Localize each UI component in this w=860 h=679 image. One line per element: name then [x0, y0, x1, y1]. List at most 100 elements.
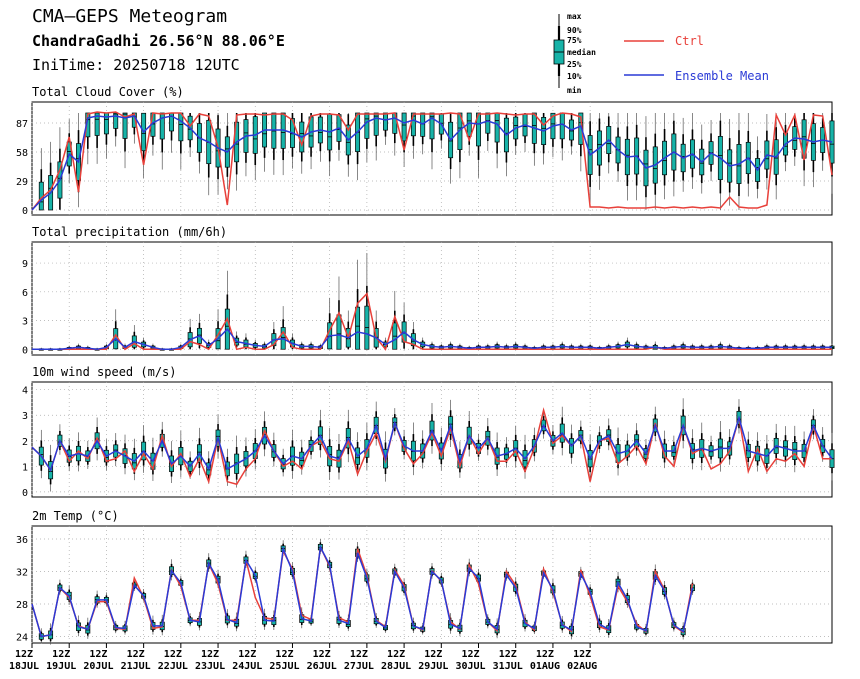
ensemble-box	[559, 341, 565, 350]
x-tick-date: 31JUL	[493, 661, 523, 672]
x-axis: 12Z18JUL12Z19JUL12Z20JUL12Z21JUL12Z22JUL…	[9, 643, 597, 672]
x-tick-date: 23JUL	[195, 661, 225, 672]
x-tick-hour: 12Z	[536, 649, 554, 660]
ensemble-box	[596, 113, 602, 190]
ensemble-box	[587, 343, 593, 350]
ensemble-box	[131, 325, 137, 350]
panel-title: Total Cloud Cover (%)	[32, 85, 184, 99]
ensemble-box	[671, 113, 677, 197]
ensemble-box	[113, 112, 119, 147]
ensemble-box	[773, 343, 779, 350]
ctrl-line	[31, 407, 832, 486]
ensemble-box	[652, 113, 658, 210]
ensemble-box	[178, 112, 184, 170]
ensemble-box	[624, 337, 630, 350]
x-tick-hour: 12Z	[350, 649, 368, 660]
ensemble-box	[355, 112, 361, 181]
x-tick-hour: 12Z	[127, 649, 145, 660]
ensemble-box	[280, 112, 286, 176]
ensemble-box	[727, 118, 733, 206]
legend-mean-label: Ensemble Mean	[675, 69, 769, 83]
x-tick-hour: 12Z	[238, 649, 256, 660]
ensemble-box	[792, 425, 798, 473]
ensemble-box	[513, 341, 519, 350]
box-iqr	[578, 112, 584, 145]
panel-frame	[31, 525, 833, 644]
box-iqr	[401, 112, 407, 142]
ensemble-box	[336, 113, 342, 161]
ensemble-box	[169, 112, 174, 153]
x-tick-hour: 12Z	[499, 649, 517, 660]
ensemble-box	[383, 112, 388, 145]
ensemble-box	[476, 112, 481, 178]
ensemble-box	[829, 113, 835, 194]
ctrl-line	[32, 292, 832, 351]
x-tick-date: 29JUL	[418, 661, 448, 672]
box-iqr	[476, 112, 481, 147]
box-iqr	[485, 112, 491, 134]
ensemble-box	[345, 409, 351, 463]
ensemble-box	[448, 341, 454, 350]
ensemble-box	[141, 425, 147, 473]
x-tick-date: 27JUL	[344, 661, 374, 672]
x-tick-date: 22JUL	[158, 661, 188, 672]
ensemble-box	[187, 113, 193, 158]
panel-0: Total Cloud Cover (%) 0 29 58 87	[16, 85, 835, 217]
ensemble-box	[159, 112, 165, 170]
ensemble-box	[308, 341, 314, 350]
ensemble-box	[792, 343, 798, 350]
legend-box-label: max	[567, 12, 582, 21]
ensemble-box	[252, 113, 258, 181]
x-tick-date: 28JUL	[381, 661, 411, 672]
x-tick-hour: 12Z	[387, 649, 405, 660]
x-tick-date: 20JUL	[83, 661, 113, 672]
ensemble-box	[243, 113, 249, 177]
ensemble-box	[401, 112, 407, 168]
x-tick-date: 01AUG	[530, 661, 560, 672]
ensemble-box	[317, 113, 323, 162]
ensemble-box	[429, 112, 435, 170]
ensemble-box	[364, 112, 370, 163]
panel-title: 2m Temp (°C)	[32, 509, 119, 523]
mean-line	[31, 115, 833, 211]
x-tick-date: 02AUG	[567, 661, 597, 672]
ensemble-box	[829, 343, 835, 350]
ensemble-box	[327, 113, 333, 177]
box-iqr	[494, 112, 500, 143]
x-tick-hour: 12Z	[89, 649, 107, 660]
ensemble-box	[643, 116, 649, 210]
x-tick-hour: 12Z	[275, 649, 293, 660]
x-tick-hour: 12Z	[573, 649, 591, 660]
legend-box-label: min	[567, 85, 582, 95]
ensemble-box	[662, 113, 668, 200]
ensemble-box	[196, 427, 202, 476]
mean-line	[31, 415, 833, 472]
panel-title: Total precipitation (mm/6h)	[32, 225, 227, 239]
ensemble-box	[373, 112, 379, 161]
ensemble-box	[494, 112, 500, 169]
ensemble-box	[206, 113, 212, 196]
x-tick-date: 24JUL	[232, 661, 262, 672]
ensemble-box	[457, 112, 463, 179]
legend-box-label: median	[567, 47, 596, 57]
y-tick-label: 36	[16, 535, 28, 546]
x-tick-hour: 12Z	[164, 649, 182, 660]
box-iqr	[113, 112, 119, 129]
ensemble-box	[699, 343, 705, 350]
ensemble-box	[271, 112, 277, 175]
ensemble-box	[494, 341, 500, 350]
ensemble-box	[224, 270, 230, 350]
x-tick-hour: 12Z	[424, 649, 442, 660]
ensemble-box	[783, 113, 788, 172]
ensemble-box	[76, 343, 81, 350]
ensemble-box	[680, 341, 686, 350]
ensemble-box	[113, 433, 119, 467]
ensemble-box	[569, 113, 574, 155]
ensemble-box	[745, 113, 751, 197]
ensemble-box	[122, 112, 128, 169]
init-time-label: IniTime: 20250718 12UTC	[32, 56, 240, 74]
ensemble-box	[531, 112, 537, 166]
ensemble-box	[717, 113, 723, 210]
panel-1: Total precipitation (mm/6h) 0 3 6 9	[22, 225, 835, 356]
